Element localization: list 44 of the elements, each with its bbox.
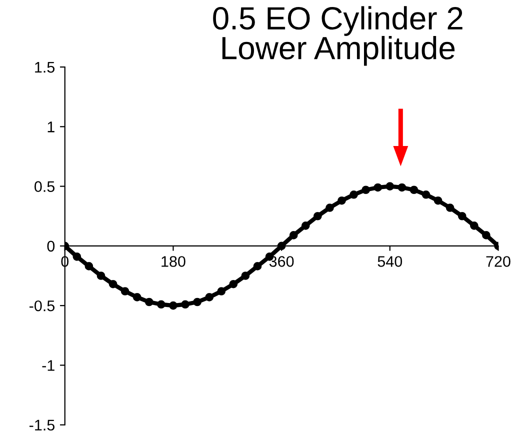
point bbox=[108, 280, 118, 288]
point bbox=[241, 272, 250, 280]
point bbox=[314, 212, 322, 220]
point bbox=[157, 300, 166, 309]
point bbox=[132, 293, 142, 302]
point bbox=[120, 287, 130, 296]
point bbox=[386, 182, 394, 190]
y-tick-label: 1 bbox=[48, 122, 54, 132]
point bbox=[217, 287, 226, 296]
point bbox=[482, 231, 490, 240]
point bbox=[434, 196, 442, 205]
point bbox=[398, 183, 406, 192]
point bbox=[84, 262, 94, 270]
y-tick-label: -1 bbox=[42, 360, 54, 371]
point bbox=[374, 183, 382, 192]
point bbox=[446, 204, 454, 212]
point bbox=[72, 252, 82, 261]
y-tick-label: -1.5 bbox=[30, 420, 55, 431]
point bbox=[338, 196, 346, 205]
y-tick-label: 1.5 bbox=[35, 62, 55, 73]
point bbox=[181, 300, 190, 309]
point bbox=[205, 293, 214, 302]
chart-title: 0.5 EO Cylinder 2 Lower Amplitude bbox=[213, 6, 462, 66]
point bbox=[301, 221, 310, 230]
y-tick-label: 0.5 bbox=[34, 181, 55, 192]
point bbox=[422, 190, 430, 199]
x-tick-label: 180 bbox=[162, 256, 186, 267]
point bbox=[410, 186, 418, 194]
point bbox=[470, 221, 478, 230]
point bbox=[289, 231, 298, 240]
point bbox=[350, 190, 358, 199]
point bbox=[253, 262, 262, 270]
x-tick-label: 720 bbox=[486, 256, 510, 267]
point bbox=[326, 204, 334, 212]
y-tick-label: 0 bbox=[47, 240, 55, 252]
point bbox=[144, 298, 154, 306]
point bbox=[362, 186, 370, 194]
point bbox=[193, 298, 202, 306]
y-tick-label: -0.5 bbox=[30, 300, 55, 312]
x-tick-label: 540 bbox=[378, 256, 402, 267]
point bbox=[458, 212, 466, 220]
point bbox=[229, 280, 238, 288]
point bbox=[96, 272, 106, 280]
point bbox=[169, 301, 178, 310]
